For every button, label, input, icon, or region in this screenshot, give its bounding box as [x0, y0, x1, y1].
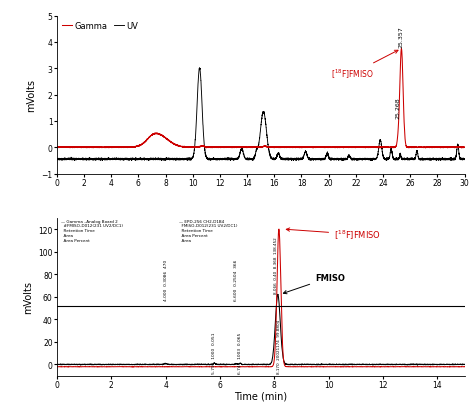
UV	[153, 157, 159, 162]
UV	[151, 156, 156, 161]
Text: 25.357: 25.357	[399, 26, 404, 47]
Text: FMISO: FMISO	[283, 273, 345, 294]
Text: 4.000  0.3086  470: 4.000 0.3086 470	[164, 259, 168, 300]
Text: 5.798  1000  0.051: 5.798 1000 0.051	[212, 332, 217, 374]
Text: — Gamma –Analog Board 2
  #FMISO-D012(231 UV2/DC1)
  Retention Time
  Area
  Are: — Gamma –Analog Board 2 #FMISO-D012(231 …	[61, 219, 123, 242]
Line: Gamma: Gamma	[57, 50, 465, 149]
Gamma	[237, 145, 242, 150]
Y-axis label: mVolts: mVolts	[26, 79, 36, 112]
UV	[462, 158, 467, 163]
UV	[54, 157, 60, 162]
Text: — EPD-256 CH2-D1B4
  FMISO-D012(231 UV2/DC1)
  Retention Time
  Area Percent
  A: — EPD-256 CH2-D1B4 FMISO-D012(231 UV2/DC…	[179, 219, 237, 242]
UV	[208, 158, 213, 163]
Legend: Gamma, UV: Gamma, UV	[61, 21, 139, 31]
Text: [$^{18}$F]FMISO: [$^{18}$F]FMISO	[286, 228, 381, 241]
Gamma	[54, 146, 60, 151]
Line: UV: UV	[57, 69, 465, 161]
Text: 6.600  0.2504  366: 6.600 0.2504 366	[234, 259, 238, 300]
Gamma	[208, 145, 213, 150]
Gamma	[151, 132, 156, 137]
Text: [$^{18}$F]FMISO: [$^{18}$F]FMISO	[331, 51, 398, 81]
Gamma	[149, 133, 155, 138]
UV	[458, 157, 464, 162]
Gamma	[310, 146, 316, 151]
Text: 25.268: 25.268	[396, 97, 401, 119]
UV	[237, 153, 243, 158]
UV	[197, 66, 202, 71]
Gamma	[399, 47, 404, 52]
Gamma	[458, 146, 464, 151]
Gamma	[153, 132, 159, 137]
Text: 8.170  20021174  99.8804: 8.170 20021174 99.8804	[277, 320, 281, 374]
Text: 6.743  1003  0.065: 6.743 1003 0.065	[238, 332, 242, 374]
UV	[149, 157, 155, 162]
UV	[72, 159, 78, 164]
Y-axis label: mVolts: mVolts	[23, 280, 33, 313]
Gamma	[462, 145, 467, 150]
X-axis label: Time (min): Time (min)	[234, 390, 287, 400]
Text: 8.066  0.40  8.368  138.452: 8.066 0.40 8.368 138.452	[274, 237, 278, 294]
